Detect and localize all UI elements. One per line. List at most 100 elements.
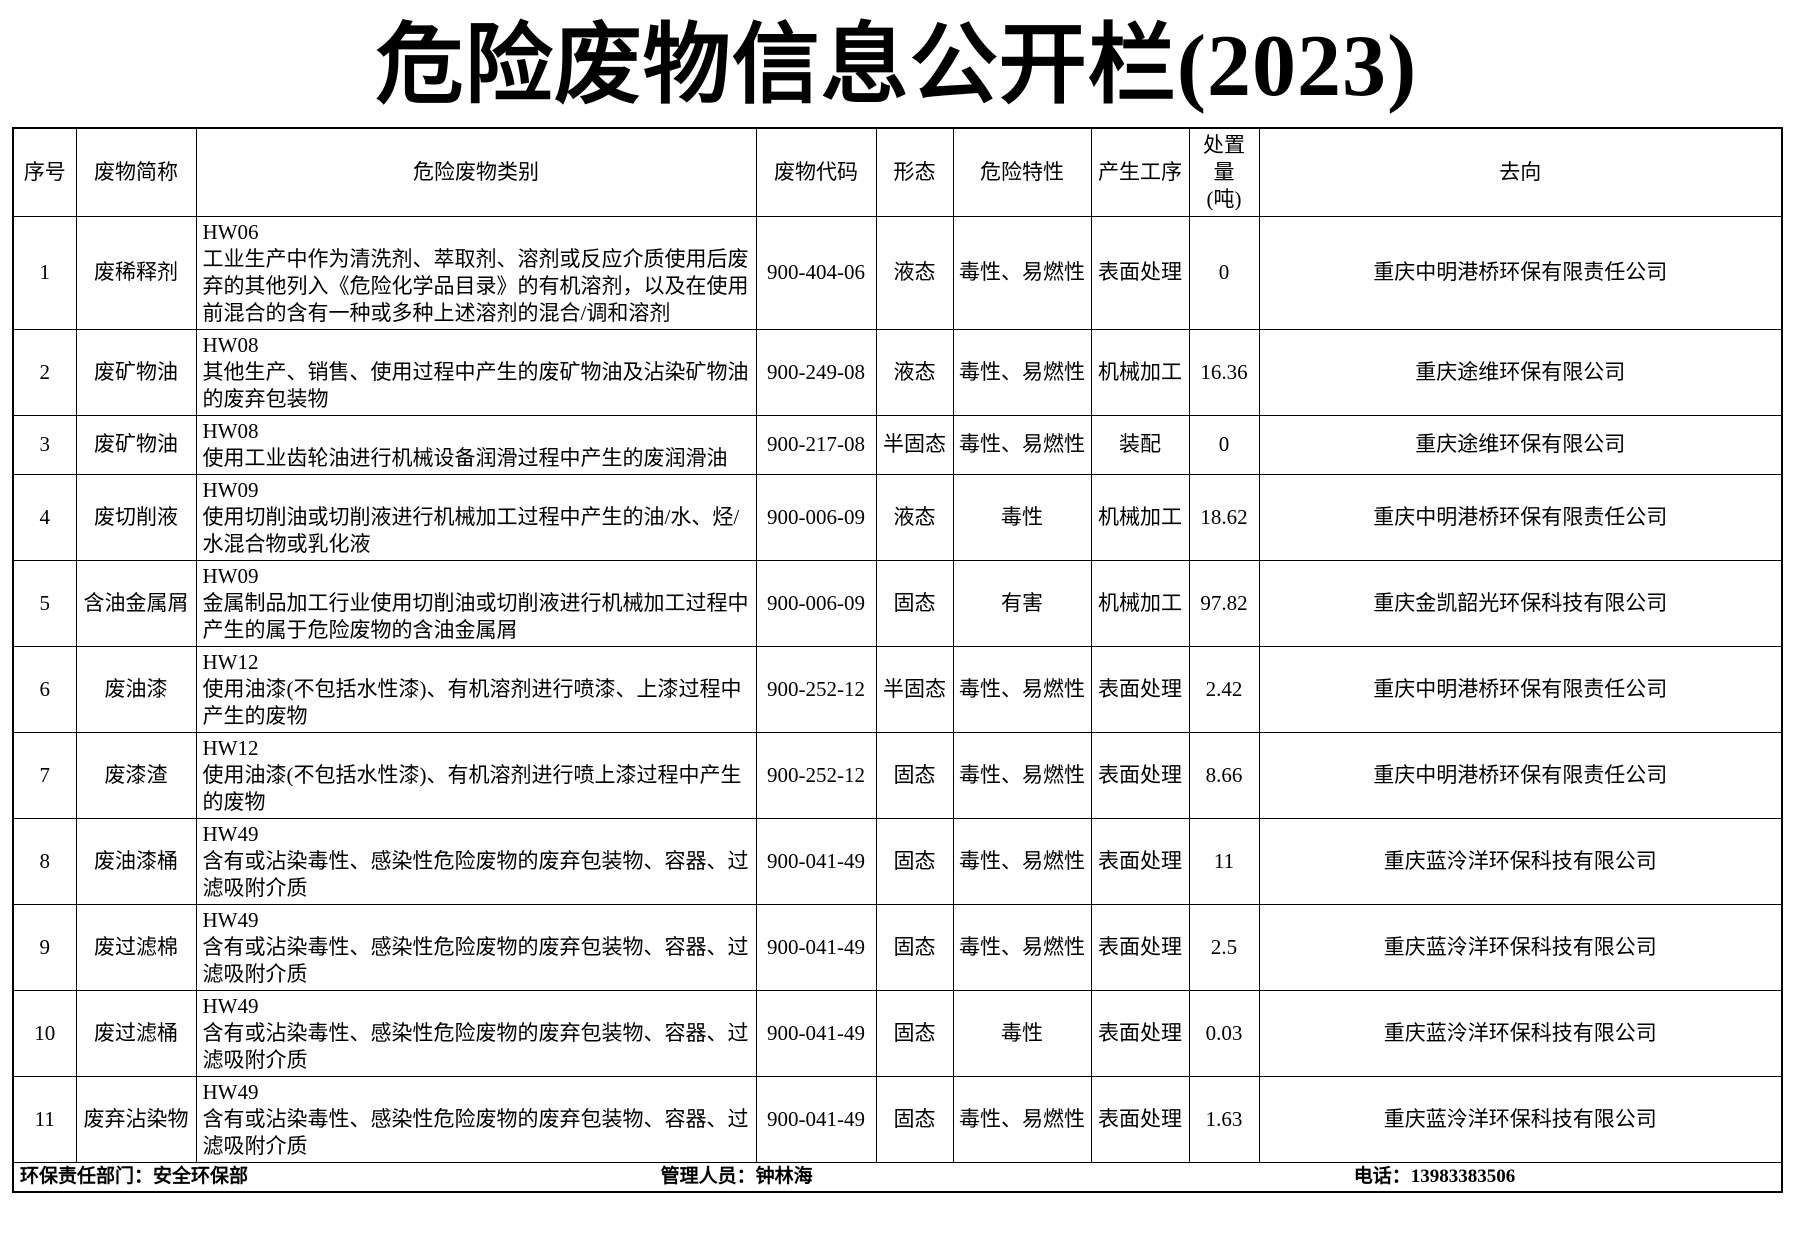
footer-department: 环保责任部门：安全环保部	[20, 1165, 249, 1187]
form-cell: 液态	[875, 215, 954, 330]
header-waste-code: 废物代码	[755, 127, 877, 217]
amount-cell: 0	[1188, 414, 1260, 475]
table-row: 8 废油漆桶 HW49 含有或沾染毒性、感染性危险废物的废弃包装物、容器、过滤吸附介质…	[12, 817, 1783, 905]
process-cell: 装配	[1090, 414, 1190, 475]
hazard-cell: 毒性、易燃性	[952, 731, 1092, 819]
waste-code-cell: 900-404-06	[755, 215, 877, 330]
destination-cell: 重庆蓝泠洋环保科技有限公司	[1258, 903, 1783, 991]
waste-name-cell: 废过滤棉	[75, 903, 197, 991]
form-cell: 半固态	[875, 414, 954, 475]
process-cell: 表面处理	[1090, 215, 1190, 330]
table-header: 序号 废物简称 危险废物类别 废物代码 形态 危险特性 产生工序 处置量 (吨)…	[12, 127, 1783, 217]
amount-cell: 2.42	[1188, 645, 1260, 733]
category-code: HW49	[202, 821, 259, 846]
waste-code-cell: 900-006-09	[755, 473, 877, 561]
process-cell: 机械加工	[1090, 328, 1190, 416]
form-cell: 液态	[875, 473, 954, 561]
destination-cell: 重庆蓝泠洋环保科技有限公司	[1258, 817, 1783, 905]
category-cell: HW49 含有或沾染毒性、感染性危险废物的废弃包装物、容器、过滤吸附介质	[195, 903, 757, 991]
amount-cell: 8.66	[1188, 731, 1260, 819]
category-description: 其他生产、销售、使用过程中产生的废矿物油及沾染矿物油的废弃包装物	[202, 359, 749, 411]
table-row: 3 废矿物油 HW08 使用工业齿轮油进行机械设备润滑过程中产生的废润滑油 900-21…	[12, 414, 1783, 475]
waste-name-cell: 废油漆桶	[75, 817, 197, 905]
hazard-cell: 毒性、易燃性	[952, 903, 1092, 991]
hazard-cell: 毒性、易燃性	[952, 215, 1092, 330]
category-code: HW09	[202, 477, 259, 502]
waste-code-cell: 900-217-08	[755, 414, 877, 475]
waste-name-cell: 废矿物油	[75, 328, 197, 416]
category-cell: HW09 金属制品加工行业使用切削油或切削液进行机械加工过程中产生的属于危险废物的…	[195, 559, 757, 647]
category-cell: HW12 使用油漆(不包括水性漆)、有机溶剂进行喷漆、上漆过程中产生的废物	[195, 645, 757, 733]
category-code: HW49	[202, 907, 259, 932]
serial-cell: 5	[12, 559, 77, 647]
waste-code-cell: 900-252-12	[755, 731, 877, 819]
table-row: 5 含油金属屑 HW09 金属制品加工行业使用切削油或切削液进行机械加工过程中产生的属…	[12, 559, 1783, 647]
waste-code-cell: 900-041-49	[755, 903, 877, 991]
category-cell: HW49 含有或沾染毒性、感染性危险废物的废弃包装物、容器、过滤吸附介质	[195, 817, 757, 905]
destination-cell: 重庆中明港桥环保有限责任公司	[1258, 473, 1783, 561]
form-cell: 固态	[875, 731, 954, 819]
category-code: HW08	[202, 332, 259, 357]
waste-name-cell: 废过滤桶	[75, 989, 197, 1077]
header-serial: 序号	[12, 127, 77, 217]
waste-code-cell: 900-006-09	[755, 559, 877, 647]
table-body: 1 废稀释剂 HW06 工业生产中作为清洗剂、萃取剂、溶剂或反应介质使用后废弃的其他列…	[12, 215, 1783, 1163]
waste-name-cell: 废油漆	[75, 645, 197, 733]
amount-cell: 97.82	[1188, 559, 1260, 647]
footer-phone: 电话：13983383506	[1353, 1165, 1516, 1187]
table-row: 1 废稀释剂 HW06 工业生产中作为清洗剂、萃取剂、溶剂或反应介质使用后废弃的其他列…	[12, 215, 1783, 330]
header-hazard: 危险特性	[952, 127, 1092, 217]
table-row: 10 废过滤桶 HW49 含有或沾染毒性、感染性危险废物的废弃包装物、容器、过滤吸附介…	[12, 989, 1783, 1077]
amount-cell: 11	[1188, 817, 1260, 905]
category-code: HW06	[202, 219, 259, 244]
process-cell: 表面处理	[1090, 817, 1190, 905]
waste-name-cell: 废弃沾染物	[75, 1075, 197, 1163]
serial-cell: 8	[12, 817, 77, 905]
destination-cell: 重庆蓝泠洋环保科技有限公司	[1258, 989, 1783, 1077]
amount-cell: 18.62	[1188, 473, 1260, 561]
amount-cell: 16.36	[1188, 328, 1260, 416]
serial-cell: 1	[12, 215, 77, 330]
table-row: 11 废弃沾染物 HW49 含有或沾染毒性、感染性危险废物的废弃包装物、容器、过滤吸附…	[12, 1075, 1783, 1163]
process-cell: 表面处理	[1090, 731, 1190, 819]
process-cell: 表面处理	[1090, 1075, 1190, 1163]
serial-cell: 3	[12, 414, 77, 475]
waste-name-cell: 废稀释剂	[75, 215, 197, 330]
serial-cell: 2	[12, 328, 77, 416]
hazard-cell: 毒性、易燃性	[952, 328, 1092, 416]
form-cell: 液态	[875, 328, 954, 416]
form-cell: 固态	[875, 1075, 954, 1163]
header-destination: 去向	[1258, 127, 1783, 217]
header-process: 产生工序	[1090, 127, 1190, 217]
form-cell: 半固态	[875, 645, 954, 733]
serial-cell: 7	[12, 731, 77, 819]
category-cell: HW49 含有或沾染毒性、感染性危险废物的废弃包装物、容器、过滤吸附介质	[195, 989, 757, 1077]
waste-code-cell: 900-041-49	[755, 989, 877, 1077]
hazard-cell: 毒性	[952, 473, 1092, 561]
waste-name-cell: 废矿物油	[75, 414, 197, 475]
process-cell: 表面处理	[1090, 989, 1190, 1077]
waste-code-cell: 900-252-12	[755, 645, 877, 733]
hazard-cell: 有害	[952, 559, 1092, 647]
category-description: 工业生产中作为清洗剂、萃取剂、溶剂或反应介质使用后废弃的其他列入《危险化学品目录…	[202, 246, 749, 325]
waste-code-cell: 900-041-49	[755, 1075, 877, 1163]
category-code: HW09	[202, 563, 259, 588]
waste-name-cell: 含油金属屑	[75, 559, 197, 647]
category-code: HW12	[202, 735, 259, 760]
category-description: 使用油漆(不包括水性漆)、有机溶剂进行喷漆、上漆过程中产生的废物	[202, 676, 742, 728]
amount-cell: 2.5	[1188, 903, 1260, 991]
hazard-cell: 毒性、易燃性	[952, 645, 1092, 733]
process-cell: 机械加工	[1090, 473, 1190, 561]
category-description: 使用油漆(不包括水性漆)、有机溶剂进行喷上漆过程中产生的废物	[202, 762, 742, 814]
footer-grid: 环保责任部门：安全环保部 管理人员：钟林海 电话：13983383506	[20, 1166, 1775, 1188]
table-row: 6 废油漆 HW12 使用油漆(不包括水性漆)、有机溶剂进行喷漆、上漆过程中产生的废物…	[12, 645, 1783, 733]
form-cell: 固态	[875, 903, 954, 991]
hazard-cell: 毒性	[952, 989, 1092, 1077]
serial-cell: 4	[12, 473, 77, 561]
category-code: HW08	[202, 418, 259, 443]
category-description: 金属制品加工行业使用切削油或切削液进行机械加工过程中产生的属于危险废物的含油金属…	[202, 590, 749, 642]
process-cell: 机械加工	[1090, 559, 1190, 647]
amount-cell: 0.03	[1188, 989, 1260, 1077]
hazard-cell: 毒性、易燃性	[952, 1075, 1092, 1163]
form-cell: 固态	[875, 559, 954, 647]
